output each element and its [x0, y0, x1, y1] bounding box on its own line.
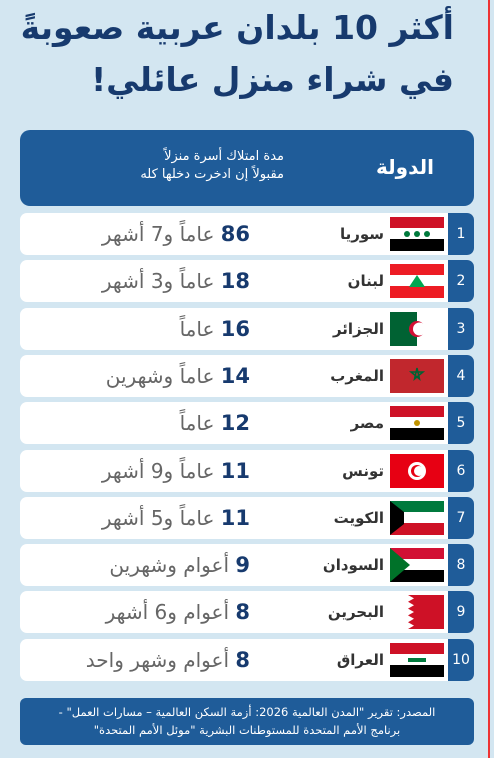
table-row: 3 الجزائر 16 عاماً — [20, 307, 474, 350]
rank: 5 — [448, 402, 474, 445]
years: 14 — [220, 363, 250, 388]
duration-text: أعوام وشهرين — [109, 553, 230, 578]
duration: 18 عاماً و3 أشهر — [102, 260, 250, 302]
duration-text: عاماً و9 أشهر — [101, 458, 215, 483]
duration-text: عاماً — [179, 316, 215, 341]
flag — [390, 358, 444, 393]
country: البحرين — [327, 603, 384, 622]
country: المغرب — [330, 366, 384, 385]
rank: 3 — [448, 307, 474, 350]
duration-text: عاماً و3 أشهر — [101, 269, 215, 294]
duration-text: عاماً — [179, 411, 215, 436]
rank: 4 — [448, 354, 474, 397]
years: 18 — [220, 269, 250, 294]
country: السودان — [322, 556, 384, 575]
rank: 6 — [448, 449, 474, 492]
duration-text: عاماً و7 أشهر — [101, 222, 215, 246]
flag — [390, 217, 444, 251]
flag — [390, 642, 444, 677]
table-row: 6 تونس 11 عاماً و9 أشهر — [20, 449, 474, 492]
flag — [390, 311, 444, 346]
table-row: 1 سوريا 86 عاماً و7 أشهر — [20, 213, 474, 255]
duration: 11 عاماً و9 أشهر — [102, 450, 250, 492]
flag — [390, 406, 444, 441]
flag — [390, 595, 444, 630]
duration-text: أعوام وشهر واحد — [85, 647, 230, 672]
edge-line — [488, 0, 490, 758]
years: 11 — [220, 505, 250, 530]
country: الجزائر — [332, 319, 384, 338]
duration-text: عاماً و5 أشهر — [101, 505, 215, 530]
years: 8 — [235, 600, 250, 625]
table-row: 9 البحرين 8 أعوام و6 أشهر — [20, 591, 474, 634]
duration: 11 عاماً و5 أشهر — [102, 497, 250, 539]
rank: 7 — [448, 496, 474, 539]
duration: 8 أعوام و6 أشهر — [106, 591, 250, 633]
duration: 12 عاماً — [180, 402, 250, 444]
rank: 8 — [448, 544, 474, 587]
source-line: المصدر: تقرير "المدن العالمية 2026: أزمة… — [58, 705, 436, 719]
duration: 86 عاماً و7 أشهر — [102, 213, 250, 255]
duration-text: عاماً وشهرين — [105, 363, 215, 388]
table-row: 2 لبنان 18 عاماً و3 أشهر — [20, 260, 474, 303]
country: الكويت — [333, 508, 384, 527]
rank: 10 — [448, 638, 474, 681]
years: 16 — [220, 316, 250, 341]
footer: المصدر: تقرير "المدن العالمية 2026: أزمة… — [20, 698, 474, 745]
years: 8 — [235, 647, 250, 672]
country: مصر — [350, 414, 384, 433]
years: 12 — [220, 411, 250, 436]
header-line: مدة امتلاك أسرة منزلاً — [164, 149, 284, 164]
table-row: 4 المغرب 14 عاماً وشهرين — [20, 354, 474, 397]
rank: 1 — [448, 213, 474, 255]
column-header: الدولة — [376, 155, 434, 179]
duration-text: أعوام و6 أشهر — [105, 600, 230, 625]
table-header: الدولة مدة امتلاك أسرة منزلاً مقبولاً إن… — [20, 130, 474, 206]
column-header: مدة امتلاك أسرة منزلاً مقبولاً إن ادخرت … — [140, 148, 284, 184]
table-row: 10 العراق 8 أعوام وشهر واحد — [20, 638, 474, 681]
country: تونس — [342, 461, 384, 480]
country: العراق — [336, 650, 384, 669]
title: أكثر 10 بلدان عربية صعوبةً — [20, 8, 454, 47]
header-line: مقبولاً إن ادخرت دخلها كله — [140, 167, 284, 182]
rank: 2 — [448, 260, 474, 303]
years: 86 — [220, 222, 250, 246]
country: لبنان — [347, 272, 384, 291]
duration: 16 عاماً — [180, 308, 250, 350]
flag — [390, 548, 444, 583]
flag — [390, 500, 444, 535]
duration: 14 عاماً وشهرين — [106, 355, 250, 397]
table-row: 7 الكويت 11 عاماً و5 أشهر — [20, 496, 474, 539]
country: سوريا — [339, 225, 384, 243]
rank: 9 — [448, 591, 474, 634]
table-row: 8 السودان 9 أعوام وشهرين — [20, 544, 474, 587]
years: 9 — [235, 553, 250, 578]
flag — [390, 264, 444, 299]
table-row: 5 مصر 12 عاماً — [20, 402, 474, 445]
duration: 9 أعوام وشهرين — [109, 544, 250, 586]
flag — [390, 453, 444, 488]
title: في شراء منزل عائلي! — [91, 60, 454, 99]
source-line: برنامج الأمم المتحدة للمستوطنات البشرية … — [93, 723, 401, 737]
duration: 8 أعوام وشهر واحد — [86, 639, 250, 681]
years: 11 — [220, 458, 250, 483]
